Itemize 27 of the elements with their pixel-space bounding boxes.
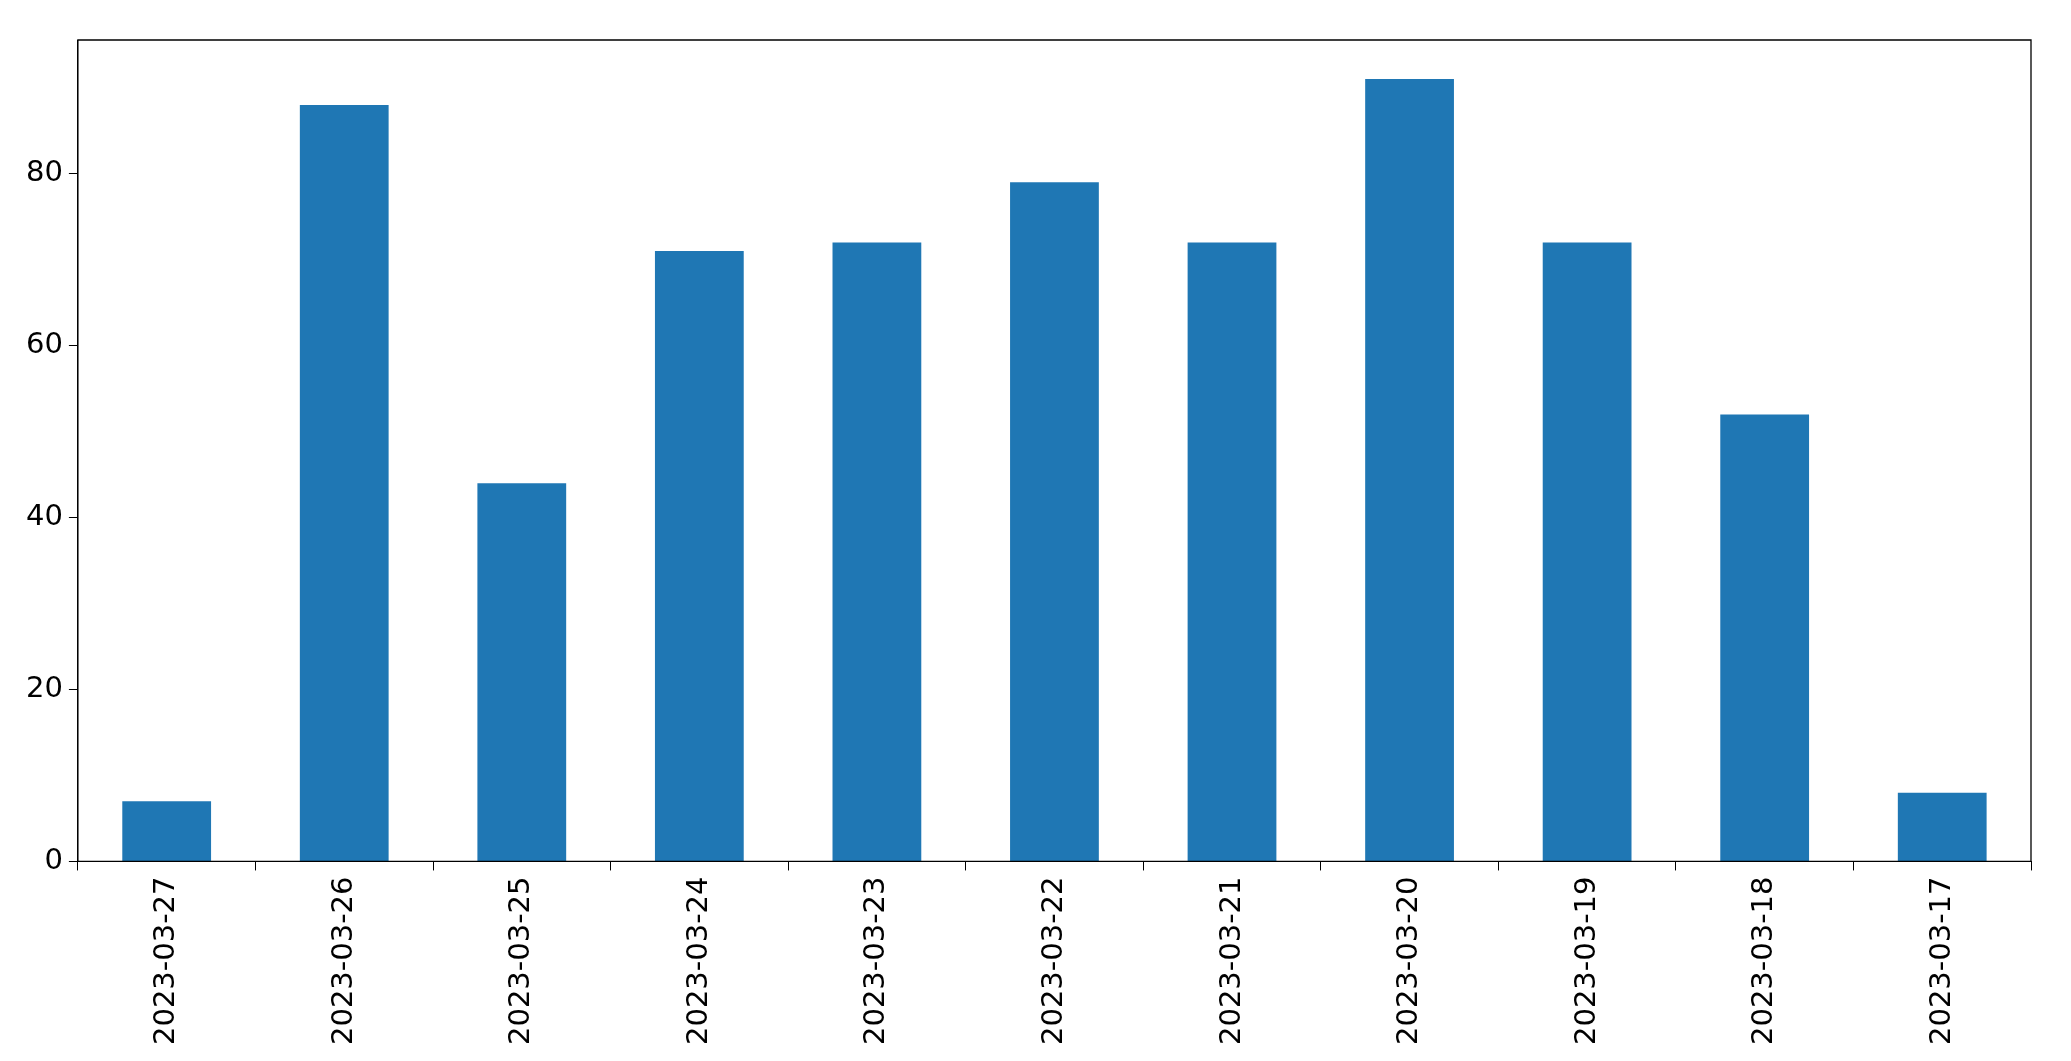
x-tick-label: 2023-03-25 — [502, 876, 537, 1046]
bar — [1365, 79, 1454, 861]
y-tick-label: 40 — [26, 498, 63, 533]
x-tick-label: 2023-03-27 — [147, 876, 182, 1046]
bar — [1897, 792, 1987, 861]
bar — [477, 483, 567, 861]
y-tick-label: 60 — [26, 326, 63, 361]
x-tick-label: 2023-03-19 — [1567, 876, 1602, 1046]
x-tick-label: 2023-03-22 — [1034, 876, 1069, 1046]
x-tick-label: 2023-03-23 — [857, 876, 892, 1046]
bar — [832, 242, 922, 861]
bar — [299, 104, 389, 861]
bar — [1010, 182, 1099, 861]
x-tick-label: 2023-03-21 — [1212, 876, 1247, 1046]
x-tick-label: 2023-03-24 — [679, 876, 714, 1046]
bar — [654, 251, 744, 861]
y-tick-label: 80 — [26, 154, 63, 189]
y-tick-label: 0 — [44, 842, 63, 876]
x-tick-label: 2023-03-26 — [324, 876, 359, 1046]
x-tick-label: 2023-03-18 — [1745, 876, 1780, 1046]
y-tick-label: 20 — [26, 670, 63, 705]
bar — [1542, 242, 1632, 861]
bar — [122, 801, 212, 861]
x-tick-label: 2023-03-20 — [1390, 876, 1425, 1046]
bar — [1187, 242, 1277, 861]
x-tick-label: 2023-03-17 — [1922, 876, 1957, 1046]
bar — [1720, 414, 1810, 861]
